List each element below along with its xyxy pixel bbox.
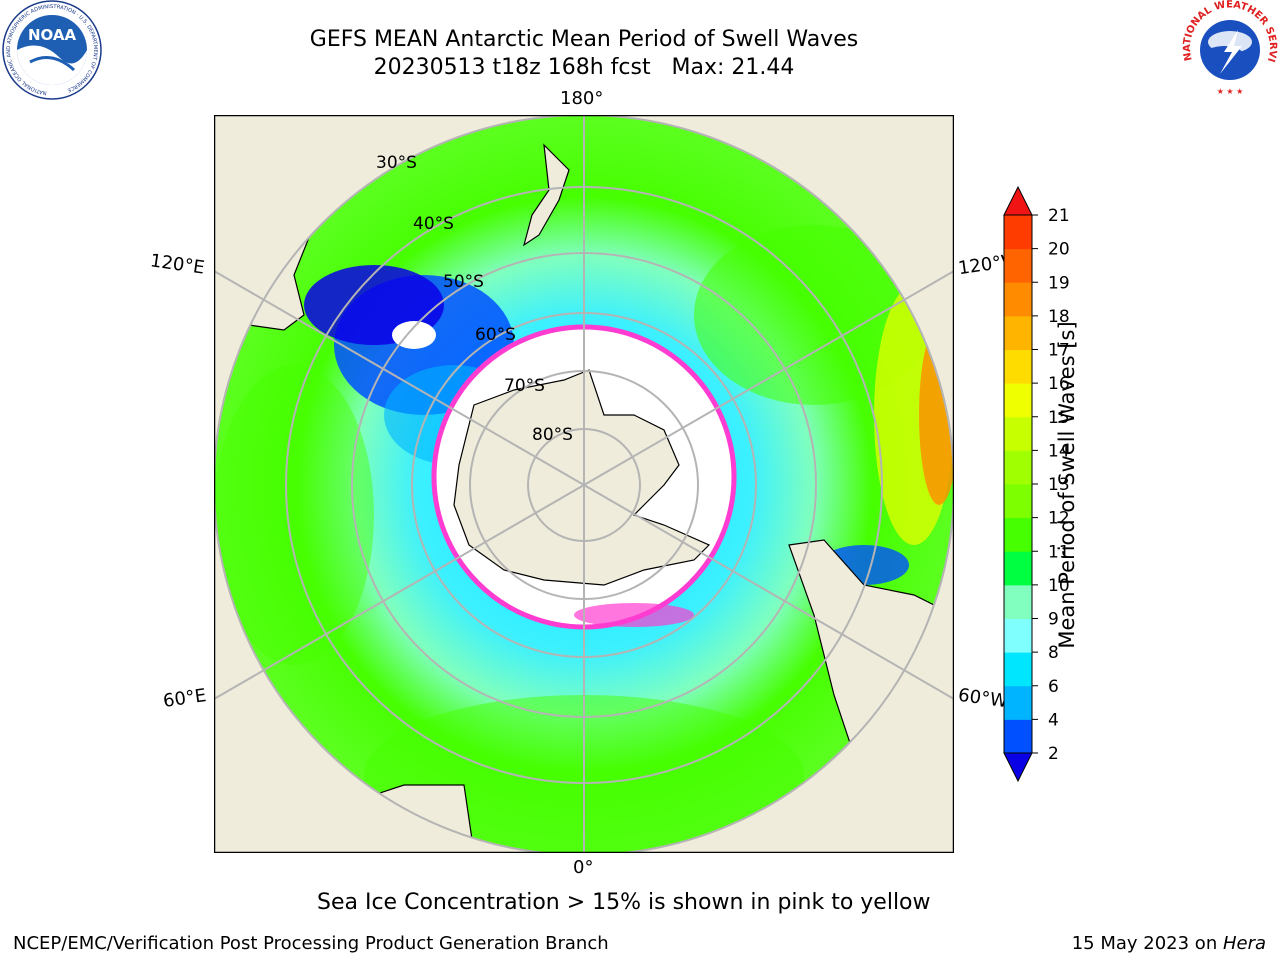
colorbar-tick-label: 4 — [1048, 710, 1059, 730]
lat-label-60s: 60°S — [475, 325, 516, 345]
footer-branch: NCEP/EMC/Verification Post Processing Pr… — [13, 933, 609, 954]
colorbar-tick-label: 15 — [1048, 408, 1070, 428]
colorbar-tick-label: 12 — [1048, 509, 1070, 529]
footer-machine: Hera — [1222, 933, 1266, 954]
colorbar-tick-label: 14 — [1048, 441, 1070, 461]
noaa-text: NOAA — [28, 26, 77, 44]
lat-label-50s: 50°S — [443, 272, 484, 292]
colorbar-tick-label: 17 — [1048, 341, 1070, 361]
colorbar-segment — [1004, 450, 1032, 485]
noaa-logo: NATIONAL OCEANIC AND ATMOSPHERIC ADMINIS… — [2, 0, 102, 100]
colorbar-tick-label: 9 — [1048, 610, 1059, 630]
colorbar-segment — [1004, 584, 1032, 619]
polar-map: 30°S 40°S 50°S 60°S 70°S 80°S — [214, 115, 954, 853]
swell-region-missing — [392, 321, 436, 349]
colorbar-segment — [1004, 484, 1032, 519]
land-new-zealand — [523, 143, 570, 247]
colorbar-segment — [1004, 282, 1032, 317]
colorbar-tick-label: 11 — [1048, 542, 1070, 562]
colorbar-under-arrow — [1003, 752, 1033, 783]
colorbar-tick-label: 10 — [1048, 576, 1070, 596]
lon-label-60e: 60°E — [161, 685, 208, 712]
colorbar-segment — [1004, 551, 1032, 586]
sea-ice-weddell — [574, 603, 694, 627]
colorbar-segment — [1004, 652, 1032, 687]
colorbar-segment — [1004, 416, 1032, 451]
colorbar-tick-label: 20 — [1048, 240, 1070, 260]
lon-label-0: 0° — [573, 857, 594, 878]
latitude-labels: 30°S 40°S 50°S 60°S 70°S 80°S — [376, 153, 573, 445]
colorbar-segment — [1004, 517, 1032, 552]
chart-title: GEFS MEAN Antarctic Mean Period of Swell… — [200, 26, 968, 82]
colorbar-segment — [1004, 685, 1032, 720]
swell-region-green-west — [214, 365, 374, 665]
nws-stars: ★ ★ ★ — [1217, 87, 1244, 96]
lon-label-120e: 120°E — [148, 250, 206, 279]
nws-logo: NATIONAL WEATHER SERVICE ★ ★ ★ — [1180, 0, 1278, 98]
colorbar-over-arrow — [1003, 185, 1033, 216]
lat-label-80s: 80°S — [532, 425, 573, 445]
colorbar-tick-label: 6 — [1048, 677, 1059, 697]
map-border — [214, 115, 954, 853]
colorbar-segment — [1004, 215, 1032, 250]
colorbar-label: Mean Period of Swell Waves [s] — [1055, 321, 1079, 649]
colorbar-tick-label: 13 — [1048, 475, 1070, 495]
colorbar-tick-label: 19 — [1048, 273, 1070, 293]
title-line-1: GEFS MEAN Antarctic Mean Period of Swell… — [309, 27, 859, 52]
lat-label-70s: 70°S — [504, 376, 545, 396]
land-antarctica — [453, 369, 711, 586]
lat-label-30s: 30°S — [376, 153, 417, 173]
colorbar-tick-label: 16 — [1048, 374, 1070, 394]
sea-ice-note: Sea Ice Concentration > 15% is shown in … — [317, 890, 931, 915]
title-line-2: 20230513 t18z 168h fcst Max: 21.44 — [373, 55, 795, 80]
colorbar-segment — [1004, 349, 1032, 384]
colorbar-segment — [1004, 719, 1032, 754]
swell-region-green-ne — [694, 225, 934, 405]
footer-date: 15 May 2023 on Hera — [1072, 933, 1266, 954]
colorbar-segment — [1004, 248, 1032, 283]
colorbar-tick-label: 21 — [1048, 206, 1070, 226]
colorbar-segment — [1004, 383, 1032, 418]
colorbar-segment — [1004, 315, 1032, 350]
footer-date-text: 15 May 2023 on — [1071, 933, 1223, 954]
colorbar-segment — [1004, 618, 1032, 653]
lon-label-180: 180° — [560, 88, 604, 109]
colorbar: 2 4 6 8 9 10 11 12 13 14 15 16 17 18 19 20 21 — [1003, 185, 1070, 783]
colorbar-tick-label: 8 — [1048, 643, 1059, 663]
lat-label-40s: 40°S — [413, 214, 454, 234]
colorbar-tick-label: 18 — [1048, 307, 1070, 327]
colorbar-tick-label: 2 — [1048, 744, 1059, 764]
graticule — [214, 115, 954, 853]
